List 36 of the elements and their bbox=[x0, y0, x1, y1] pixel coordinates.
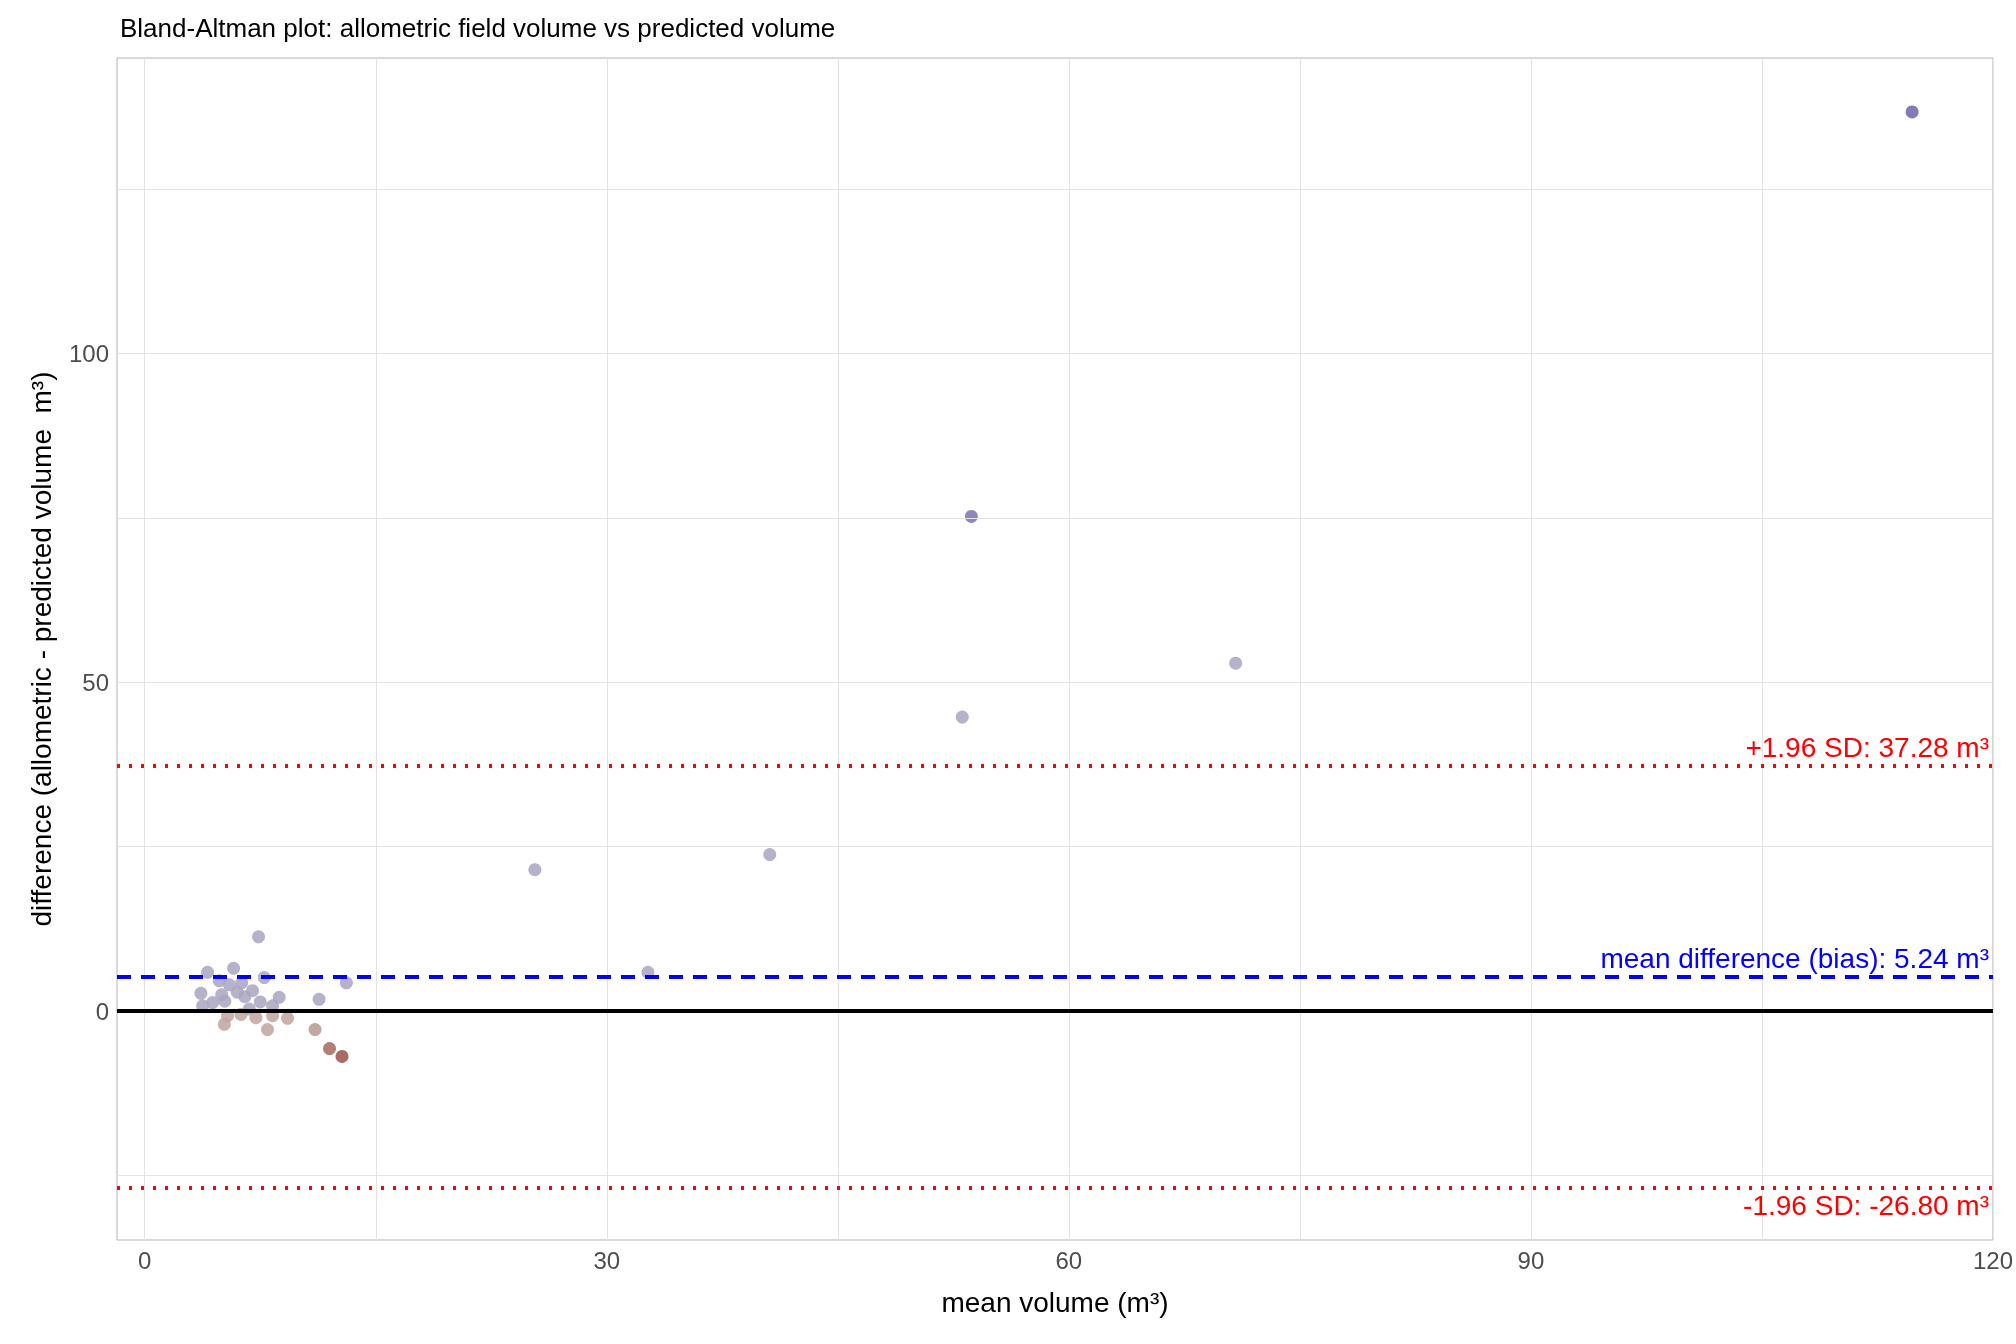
point bbox=[194, 986, 208, 1000]
point bbox=[206, 996, 220, 1010]
x-tick-label: 90 bbox=[1517, 1246, 1545, 1274]
point bbox=[260, 1023, 274, 1037]
y-tick-label: 0 bbox=[95, 997, 109, 1025]
y-tick-label: 50 bbox=[82, 668, 109, 696]
ref-line-label: mean difference (bias): 5.24 m³ bbox=[1600, 943, 1989, 975]
x-tick-label: 30 bbox=[593, 1246, 621, 1274]
point bbox=[227, 961, 241, 975]
point bbox=[955, 710, 969, 724]
point bbox=[964, 509, 978, 523]
point bbox=[281, 1011, 294, 1025]
point bbox=[339, 976, 353, 990]
y-tick-label: 100 bbox=[68, 339, 109, 367]
chart-title: Bland-Altman plot: allometric field volume vs predicted volume bbox=[120, 13, 836, 43]
y-axis-title: difference (allometric - predicted volume m³) bbox=[25, 371, 57, 927]
point bbox=[323, 1042, 337, 1056]
point bbox=[528, 863, 542, 877]
ref-line-label: -1.96 SD: -26.80 m³ bbox=[1743, 1189, 1989, 1221]
x-tick-label: 60 bbox=[1055, 1246, 1083, 1274]
point bbox=[1229, 656, 1243, 670]
point bbox=[201, 965, 215, 979]
point bbox=[246, 984, 260, 998]
point bbox=[335, 1049, 349, 1063]
point bbox=[218, 994, 232, 1008]
point bbox=[253, 995, 267, 1009]
x-tick-label: 120 bbox=[1972, 1246, 2013, 1274]
ref-line-label: +1.96 SD: 37.28 m³ bbox=[1745, 732, 1989, 764]
point bbox=[763, 848, 777, 862]
x-axis-title: mean volume (m³) bbox=[941, 1286, 1169, 1318]
point bbox=[272, 990, 286, 1004]
point bbox=[308, 1023, 322, 1037]
point bbox=[312, 992, 326, 1006]
point bbox=[252, 930, 266, 944]
point bbox=[1905, 105, 1919, 119]
x-tick-label: 0 bbox=[138, 1246, 152, 1274]
